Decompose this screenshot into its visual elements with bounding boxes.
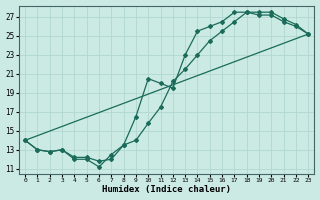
X-axis label: Humidex (Indice chaleur): Humidex (Indice chaleur) — [102, 185, 231, 194]
